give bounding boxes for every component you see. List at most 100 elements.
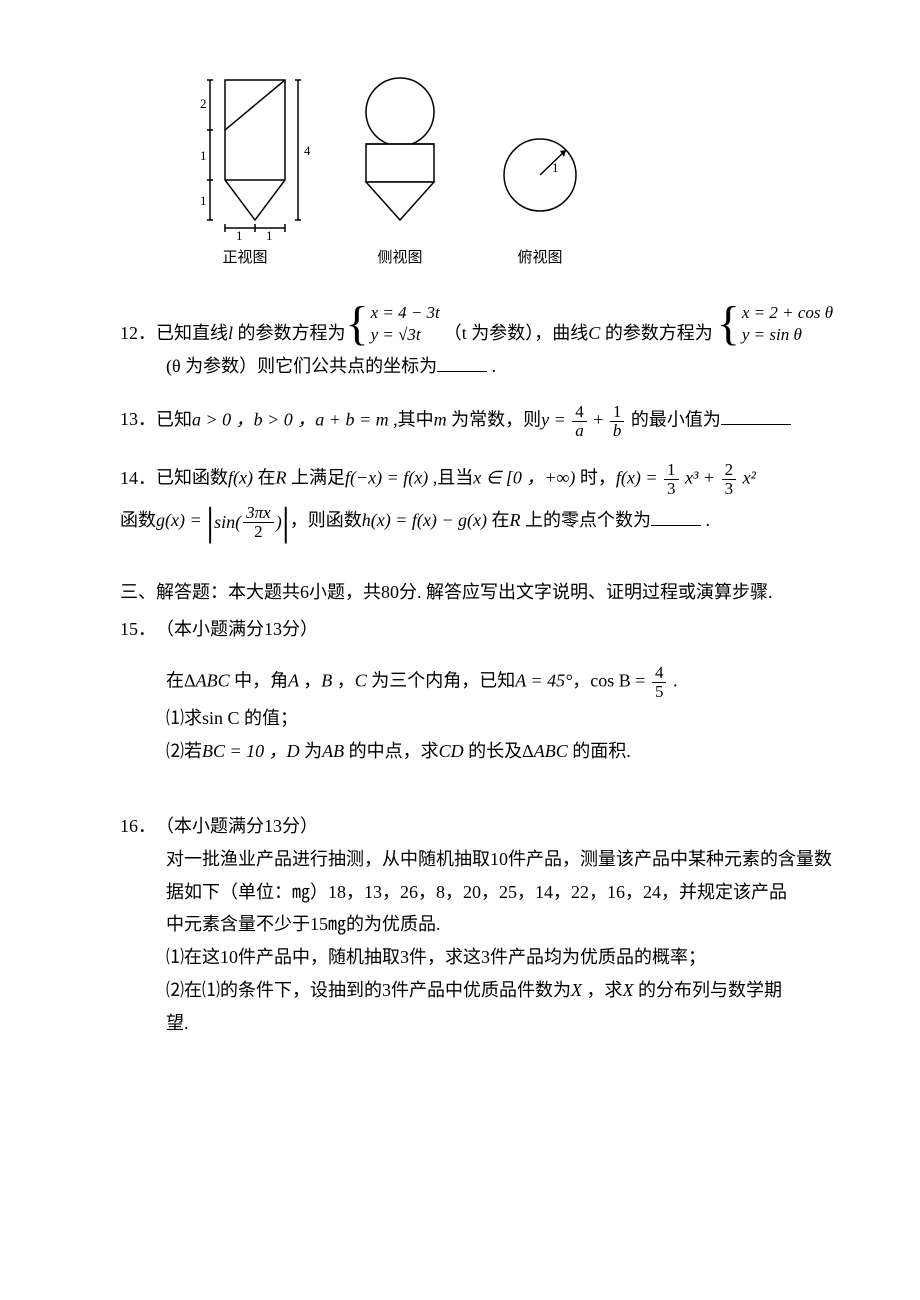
p12-num: 12． <box>120 319 156 348</box>
p15-num: 15． <box>120 615 156 644</box>
p15-A: A <box>288 670 303 690</box>
p15-abc: ABC <box>196 670 235 690</box>
p16-l2: 据如下（单位：㎎）18，13，26，8，20，25，14，22，16，24，并规… <box>166 878 840 907</box>
p12-c: C <box>588 323 605 343</box>
p12-curve-y: y = sin θ <box>742 324 833 346</box>
p15-frd: 5 <box>652 682 667 701</box>
p15-q1: ⑴求sin C 的值； <box>166 704 840 733</box>
p16-X2: X <box>623 980 639 1000</box>
p15-q2a: ⑵若 <box>166 741 202 761</box>
p15-q2d: 的长及Δ <box>468 741 534 761</box>
p12-period: . <box>487 356 496 376</box>
p15-frn: 4 <box>652 664 667 682</box>
p14-l2d: 上的零点个数为 <box>525 510 651 530</box>
p13-num: 13． <box>120 405 156 434</box>
p13-f2d: b <box>610 421 625 440</box>
p12-line-x: x = 4 − 3t <box>371 302 440 324</box>
p13-f1d: a <box>572 421 587 440</box>
p15-b1b: 中，角 <box>234 670 288 690</box>
dim-1d: 1 <box>266 228 273 240</box>
p13-agt: a > 0 ，b > 0 ，a + b = m <box>192 409 389 429</box>
p15-Aval: A = 45° <box>515 670 572 690</box>
p16-q2a: ⑵在⑴的条件下，设抽到的3件产品中优质品件数为 <box>166 980 571 1000</box>
three-view-figures: 2 1 1 4 1 1 正视图 侧视图 <box>180 70 840 270</box>
p14-fxeq: f(x) = <box>616 468 662 488</box>
p15-q2c: 的中点，求 <box>349 741 439 761</box>
p14-abs: |sin(3πx2)| <box>206 502 290 542</box>
p16-num: 16． <box>120 812 156 841</box>
p14-fx: f(x) <box>228 468 253 488</box>
p14-c1d: 3 <box>664 479 679 498</box>
p14-g: g(x) = <box>156 510 206 530</box>
p15-bc: BC = 10 ，D <box>202 741 304 761</box>
p13-t4: 的最小值为 <box>626 409 721 429</box>
p15-C: C <box>355 670 372 690</box>
p14-t4: ,且当 <box>428 468 473 488</box>
p15-AB: AB <box>322 741 349 761</box>
p14-l2a: 函数 <box>120 510 156 530</box>
p16-q2c: 的分布列与数学期 <box>638 980 782 1000</box>
p14-t2: 在 <box>253 468 276 488</box>
radius-1: 1 <box>552 160 559 175</box>
p12-theta: (θ 为参数）则它们公共点的坐标为 <box>166 356 437 376</box>
p13-frac2: 1b <box>610 403 625 440</box>
side-view-svg <box>350 70 450 240</box>
p14-sn: 3πx <box>243 504 274 522</box>
p15-q2e: 的面积. <box>572 741 631 761</box>
p15-q2b: 为 <box>304 741 322 761</box>
p16-l3: 中元素含量不少于15㎎的为优质品. <box>166 910 840 939</box>
p14-sd: 2 <box>243 522 274 541</box>
p14-x3: x³ + <box>681 468 720 488</box>
p15-B: B <box>321 670 337 690</box>
p14-blank <box>651 507 701 526</box>
section3-head: 三、解答题：本大题共6小题，共80分. 解答应写出文字说明、证明过程或演算步骤. <box>120 578 840 607</box>
p14-dom: x ∈ [0 ，+∞) <box>473 468 575 488</box>
top-view-label: 俯视图 <box>517 246 562 270</box>
p15-pts: （本小题满分13分） <box>156 619 318 639</box>
p12-curve-param: { x = 2 + cos θ y = sin θ <box>717 300 833 348</box>
p12-pis: 的参数方程为 <box>238 323 346 343</box>
p16-X1: X <box>571 980 587 1000</box>
problem-16: 16．（本小题满分13分） 对一批渔业产品进行抽测，从中随机抽取10件产品，测量… <box>120 812 840 1038</box>
front-view-svg: 2 1 1 4 1 1 <box>180 70 310 240</box>
p13-f1n: 4 <box>572 403 587 421</box>
p14-t1: 已知函数 <box>156 468 228 488</box>
p14-hx: h(x) = f(x) − g(x) <box>362 510 487 530</box>
top-view-svg: 1 <box>490 120 590 240</box>
p15-CD: CD <box>439 741 469 761</box>
p15-b1c: 为三个内角，已知 <box>371 670 515 690</box>
p16-q2d: 望. <box>166 1009 840 1038</box>
dim-2: 2 <box>200 96 207 111</box>
p13-t3: 为常数，则 <box>451 409 541 429</box>
p16-q2b: ，求 <box>587 980 623 1000</box>
dim-1c: 1 <box>236 228 243 240</box>
p14-c1: 13 <box>664 461 679 498</box>
problem-12: 12．已知直线l 的参数方程为 { x = 4 − 3t y = √3t （t … <box>120 300 840 381</box>
p14-t3: 上满足 <box>291 468 345 488</box>
front-view: 2 1 1 4 1 1 正视图 <box>180 70 310 270</box>
p14-t5: 时， <box>575 468 616 488</box>
p14-l2b: ，则函数 <box>290 510 362 530</box>
dim-4: 4 <box>304 143 310 158</box>
p13-frac1: 4a <box>572 403 587 440</box>
p12-line-y: y = √3t <box>371 324 440 346</box>
p13-yeq: y = <box>541 409 570 429</box>
p12-tparam: （t 为参数），曲线 <box>444 323 589 343</box>
p12-pis2: 的参数方程为 <box>605 323 713 343</box>
dim-1b: 1 <box>200 193 207 208</box>
p14-x2: x² <box>738 468 756 488</box>
p12-curve-x: x = 2 + cos θ <box>742 302 833 324</box>
p15-b1a: 在Δ <box>166 670 196 690</box>
p14-num: 14． <box>120 464 156 493</box>
problem-14: 14．已知函数f(x) 在R 上满足f(−x) = f(x) ,且当x ∈ [0… <box>120 461 840 542</box>
p14-period: . <box>701 510 710 530</box>
p12-lead: 已知直线 <box>156 323 228 343</box>
side-view: 侧视图 <box>350 70 450 270</box>
p14-R2: R <box>509 510 525 530</box>
p16-l1: 对一批渔业产品进行抽测，从中随机抽取10件产品，测量该产品中某种元素的含量数 <box>166 845 840 874</box>
p14-c2: 23 <box>722 461 737 498</box>
p13-t2: ,其中 <box>389 409 434 429</box>
p13-t1: 已知 <box>156 409 192 429</box>
p14-c1n: 1 <box>664 461 679 479</box>
problem-13: 13．已知a > 0 ，b > 0 ，a + b = m ,其中m 为常数，则y… <box>120 403 840 440</box>
